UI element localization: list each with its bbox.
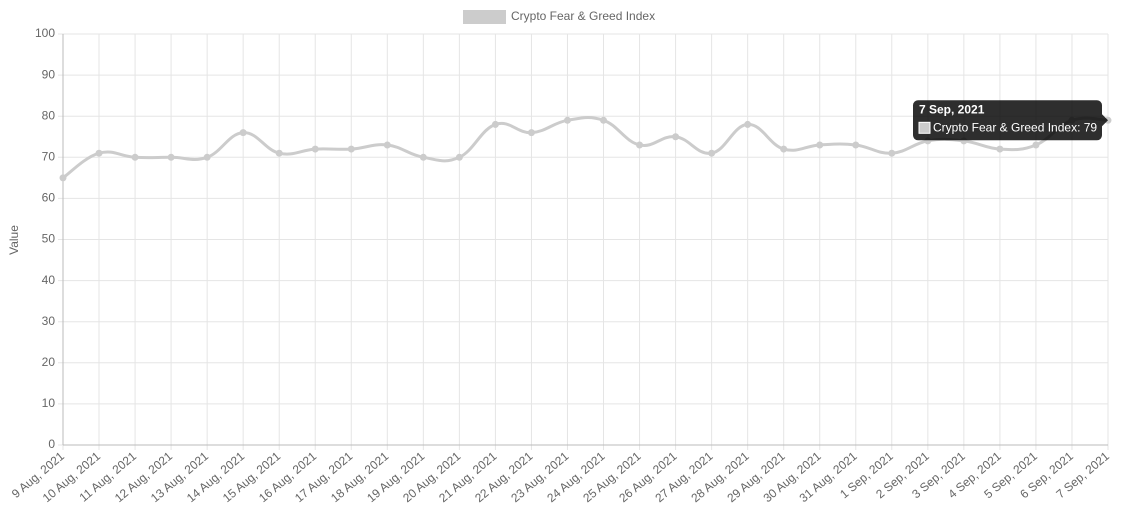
y-tick-label: 100	[35, 26, 55, 40]
point	[1032, 141, 1040, 149]
tooltip-caret	[1102, 114, 1108, 127]
point	[852, 141, 860, 149]
tooltip-label: Crypto Fear & Greed Index: 79	[933, 120, 1097, 134]
point	[780, 145, 788, 153]
y-tick-label: 10	[42, 396, 56, 410]
point	[203, 153, 211, 161]
tooltip-box	[913, 100, 1102, 141]
point	[636, 141, 644, 149]
point	[419, 153, 427, 161]
point	[600, 116, 608, 124]
point	[708, 149, 716, 157]
point	[59, 174, 67, 182]
y-tick-label: 20	[42, 355, 56, 369]
point	[239, 129, 247, 137]
y-tick-label: 0	[48, 437, 55, 451]
y-tick-label: 90	[42, 67, 56, 81]
point	[311, 145, 319, 153]
point	[672, 133, 680, 141]
point	[131, 153, 139, 161]
point	[563, 116, 571, 124]
point	[744, 120, 752, 128]
y-tick-label: 80	[42, 108, 56, 122]
point	[347, 145, 355, 153]
point	[95, 149, 103, 157]
legend-swatch	[463, 10, 506, 24]
y-tick-label: 30	[42, 314, 56, 328]
y-tick-label: 40	[42, 273, 56, 287]
legend: Crypto Fear & Greed Index	[463, 9, 655, 24]
point	[888, 149, 896, 157]
point	[383, 141, 391, 149]
tooltip-swatch	[918, 121, 931, 134]
legend-label: Crypto Fear & Greed Index	[511, 9, 655, 23]
point	[491, 120, 499, 128]
y-tick-label: 50	[42, 232, 56, 246]
tooltip: 7 Sep, 2021 Crypto Fear & Greed Index: 79	[913, 100, 1108, 141]
point	[455, 153, 463, 161]
y-tick-label: 70	[42, 149, 56, 163]
point	[275, 149, 283, 157]
point	[816, 141, 824, 149]
point	[527, 129, 535, 137]
y-tick-label: 60	[42, 191, 56, 205]
tooltip-title: 7 Sep, 2021	[919, 102, 985, 116]
point	[167, 153, 175, 161]
point	[996, 145, 1004, 153]
y-axis-title: Value	[7, 225, 21, 255]
